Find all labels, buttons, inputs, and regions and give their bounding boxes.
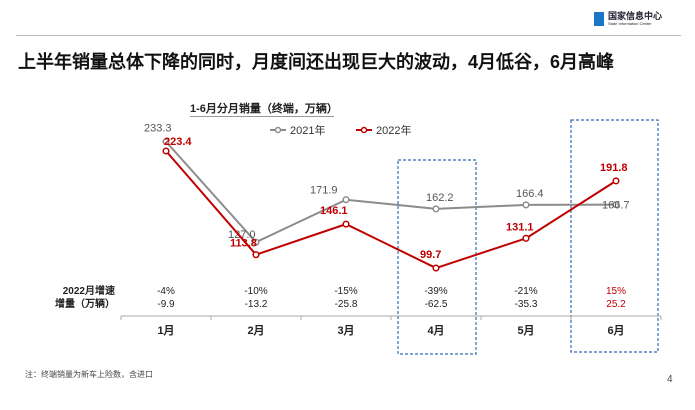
logo-icon	[594, 12, 604, 26]
slide-title: 上半年销量总体下降的同时，月度间还出现巨大的波动，4月低谷，6月高峰	[18, 52, 615, 72]
data-point	[522, 234, 530, 242]
data-point	[252, 238, 260, 246]
data-point	[342, 220, 350, 228]
row-value: 15%	[606, 286, 626, 297]
row-value: -21%	[514, 286, 537, 297]
highlight-box	[570, 119, 659, 353]
series-line-2022年	[165, 150, 617, 270]
row-value: -62.5	[425, 299, 448, 310]
x-tick-label: 6月	[607, 324, 624, 337]
data-label: 233.3	[144, 123, 172, 135]
row-value: -35.3	[515, 299, 538, 310]
data-label: 171.9	[310, 185, 338, 197]
data-label: 131.1	[506, 221, 534, 233]
logo-text: 国家信息中心	[608, 11, 663, 21]
page-number: 4	[667, 374, 673, 385]
x-tick-label: 3月	[337, 324, 354, 337]
data-point	[612, 177, 620, 185]
data-point	[612, 201, 620, 209]
row-value: -25.8	[335, 299, 358, 310]
logo-subtext: State Information Center	[608, 21, 652, 26]
logo: 国家信息中心 State Information Center	[594, 12, 662, 26]
data-label: 146.1	[320, 205, 348, 217]
data-point	[162, 147, 170, 155]
data-point	[342, 196, 350, 204]
data-label: 127.0	[228, 229, 256, 241]
legend-label: 2021年	[290, 123, 325, 137]
x-tick-label: 4月	[427, 324, 444, 337]
x-tick-label: 5月	[517, 324, 534, 337]
data-point	[162, 138, 170, 146]
legend-marker	[360, 126, 368, 134]
header-divider	[16, 35, 681, 36]
x-tick-label: 1月	[157, 324, 174, 337]
chart-title: 1-6月分月销量（终端，万辆）	[190, 100, 338, 117]
row-value: -9.9	[157, 299, 175, 310]
data-label: 113.8	[230, 238, 257, 250]
data-label: 191.8	[600, 162, 628, 174]
data-label: 166.7	[602, 200, 630, 212]
series-line-2021年	[165, 140, 617, 244]
highlight-box	[397, 159, 477, 355]
legend-marker	[274, 126, 282, 134]
data-point	[432, 205, 440, 213]
footnote: 注：终端销量为新车上险数，含进口	[25, 370, 153, 379]
data-point	[252, 251, 260, 259]
legend-label: 2022年	[376, 123, 411, 137]
row-value: -13.2	[245, 299, 268, 310]
data-label: 99.7	[420, 249, 441, 261]
row-value: -10%	[244, 286, 267, 297]
data-label: 166.4	[516, 188, 544, 200]
row-value: -15%	[334, 286, 357, 297]
row-value: -4%	[157, 286, 175, 297]
data-label: 223.4	[164, 136, 192, 148]
row-value: 25.2	[606, 299, 626, 310]
row-label: 2022月增速	[63, 284, 115, 297]
data-label: 162.2	[426, 192, 454, 204]
data-point	[522, 201, 530, 209]
x-tick-label: 2月	[247, 324, 264, 337]
row-value: -39%	[424, 286, 447, 297]
data-point	[432, 264, 440, 272]
row-label: 增量（万辆）	[55, 297, 115, 310]
